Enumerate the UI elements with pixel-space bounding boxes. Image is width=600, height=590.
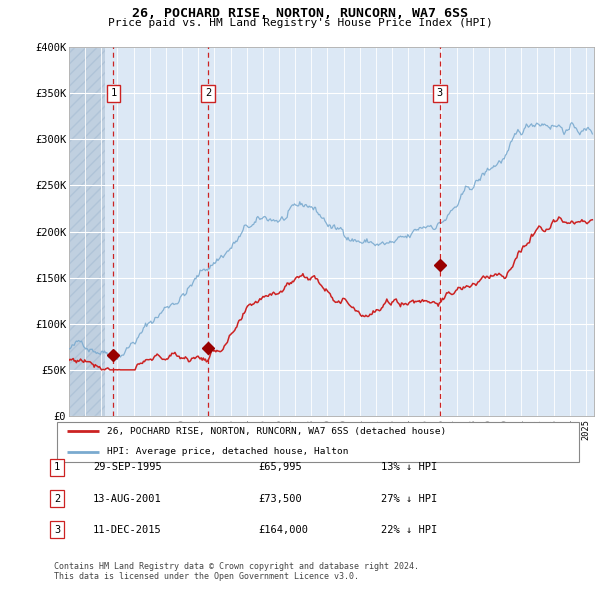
Text: 29-SEP-1995: 29-SEP-1995 [93,463,162,472]
Text: 3: 3 [437,88,443,99]
Text: 26, POCHARD RISE, NORTON, RUNCORN, WA7 6SS: 26, POCHARD RISE, NORTON, RUNCORN, WA7 6… [132,7,468,20]
Text: £73,500: £73,500 [258,494,302,503]
Text: 11-DEC-2015: 11-DEC-2015 [93,525,162,535]
Text: £164,000: £164,000 [258,525,308,535]
FancyBboxPatch shape [56,422,580,462]
Text: £65,995: £65,995 [258,463,302,472]
Text: 26, POCHARD RISE, NORTON, RUNCORN, WA7 6SS (detached house): 26, POCHARD RISE, NORTON, RUNCORN, WA7 6… [107,427,446,436]
Text: Contains HM Land Registry data © Crown copyright and database right 2024.: Contains HM Land Registry data © Crown c… [54,562,419,571]
Text: HPI: Average price, detached house, Halton: HPI: Average price, detached house, Halt… [107,447,348,456]
Text: Price paid vs. HM Land Registry's House Price Index (HPI): Price paid vs. HM Land Registry's House … [107,18,493,28]
Text: 1: 1 [54,463,60,472]
Bar [69,47,106,416]
Text: This data is licensed under the Open Government Licence v3.0.: This data is licensed under the Open Gov… [54,572,359,581]
Text: 13-AUG-2001: 13-AUG-2001 [93,494,162,503]
Text: 2: 2 [54,494,60,503]
Text: 2: 2 [205,88,211,99]
Text: 13% ↓ HPI: 13% ↓ HPI [381,463,437,472]
Text: 22% ↓ HPI: 22% ↓ HPI [381,525,437,535]
Text: 27% ↓ HPI: 27% ↓ HPI [381,494,437,503]
Text: 3: 3 [54,525,60,535]
Text: 1: 1 [110,88,116,99]
